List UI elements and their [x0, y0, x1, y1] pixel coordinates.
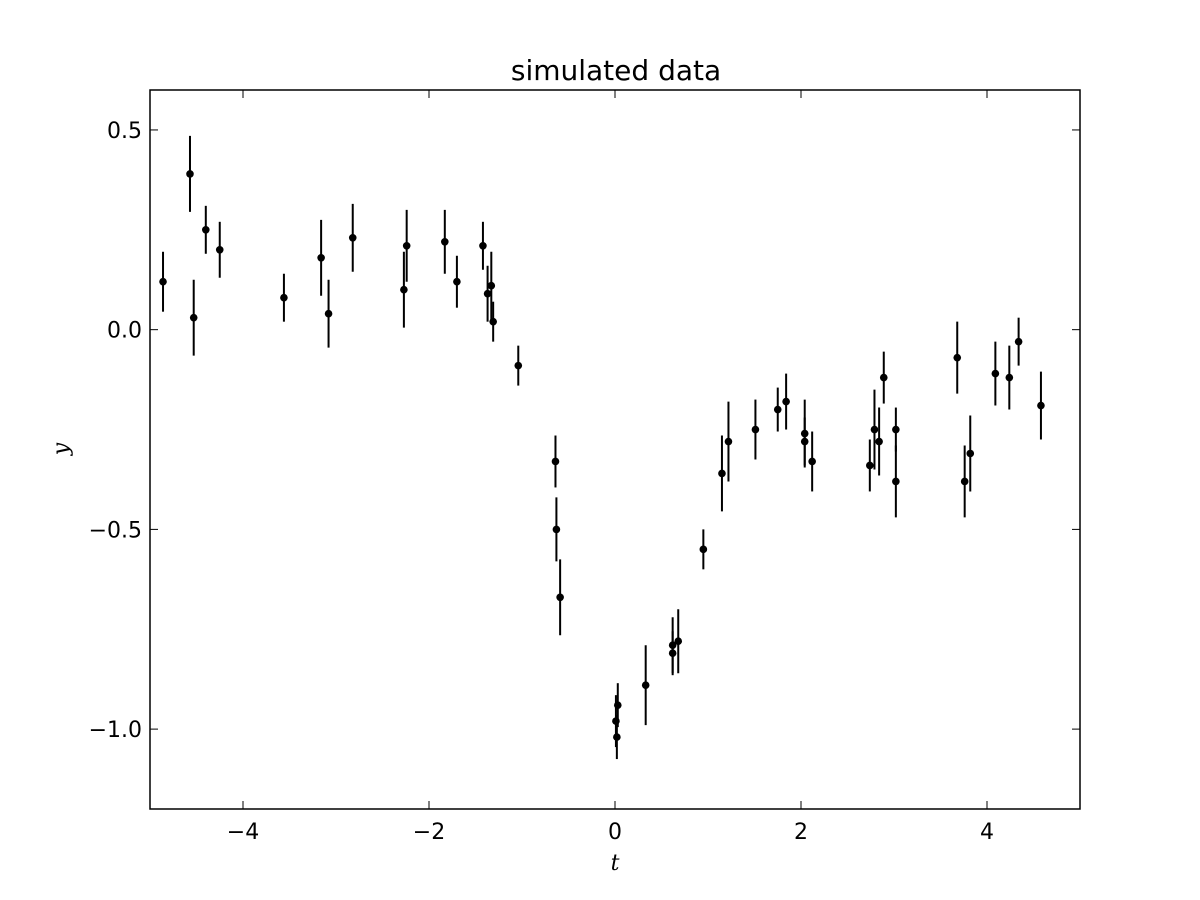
data-point	[1005, 373, 1014, 382]
data-point	[782, 397, 790, 406]
data-point	[718, 469, 726, 478]
data-point	[1014, 337, 1023, 346]
x-tick-label: −2	[413, 820, 445, 845]
data-point	[453, 277, 461, 286]
data-point	[348, 233, 357, 242]
data-point	[186, 170, 194, 178]
data-point	[892, 425, 900, 434]
data-point	[866, 461, 874, 470]
plot-frame	[149, 89, 1081, 810]
data-point	[400, 285, 408, 294]
y-tick-label: 0.0	[107, 319, 142, 344]
y-tick-label: −1.0	[89, 718, 142, 743]
x-axis-label: t	[611, 851, 620, 876]
x-tick-label: −4	[227, 820, 259, 845]
chart-title: simulated data	[511, 54, 721, 87]
data-point	[641, 681, 650, 689]
data-point	[479, 241, 487, 250]
data-point	[724, 437, 733, 446]
data-point	[875, 437, 883, 446]
data-point	[159, 277, 167, 286]
data-point	[552, 525, 561, 534]
data-point	[991, 369, 1000, 378]
data-point	[613, 733, 621, 741]
data-point	[189, 313, 198, 322]
data-layer	[159, 135, 1045, 760]
data-point	[870, 425, 879, 434]
data-point	[668, 649, 677, 658]
y-tick-label: 0.5	[107, 119, 142, 144]
y-tick-label: −0.5	[89, 518, 142, 543]
data-point	[514, 361, 523, 370]
data-point	[551, 457, 560, 466]
data-point	[960, 477, 969, 486]
data-point	[892, 477, 900, 486]
data-point	[1037, 401, 1045, 410]
data-point	[800, 437, 809, 446]
data-point	[556, 593, 564, 602]
data-point	[483, 289, 492, 298]
data-point	[487, 281, 496, 290]
data-point	[751, 425, 760, 434]
x-tick-label: 2	[794, 820, 808, 845]
data-point	[699, 545, 708, 554]
data-point	[953, 353, 962, 362]
x-tick-label: 0	[608, 820, 622, 845]
y-axis-label: y	[49, 442, 74, 456]
data-point	[613, 701, 622, 709]
data-point	[489, 317, 497, 326]
data-point	[966, 449, 975, 458]
x-tick-label: 4	[980, 820, 994, 845]
data-point	[441, 237, 449, 246]
data-point	[879, 373, 888, 382]
data-point	[280, 293, 288, 302]
data-point	[808, 457, 816, 466]
data-point	[317, 253, 325, 262]
data-point	[773, 405, 782, 414]
data-point	[402, 241, 411, 250]
data-point	[215, 245, 224, 254]
data-point	[324, 309, 333, 318]
data-point	[202, 226, 210, 234]
tick-layer: −4 −2 0 2 4 0.5 0.0 −0.5 −1.0	[89, 90, 1080, 845]
data-point	[674, 637, 683, 646]
